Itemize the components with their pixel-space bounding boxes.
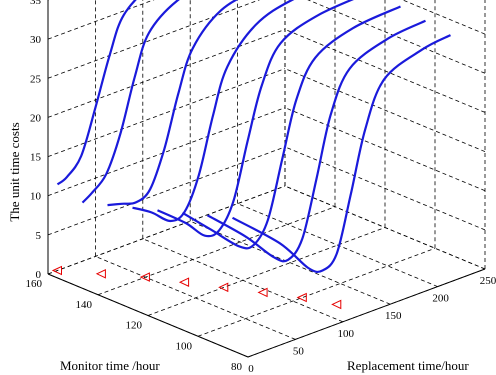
data-marker [139,272,150,282]
series-curve [157,0,354,238]
z-tick-label: 25 [30,73,42,85]
grid-layer [47,0,486,358]
data-marker [257,287,268,298]
series-layer [56,0,451,274]
data-marker [51,265,62,276]
data-marker [178,277,190,287]
side-wall-grid-line [401,0,486,35]
marker-layer [51,265,342,310]
tick-layer: 0501001502002508010012014016005101520253… [26,0,496,375]
back-wall-grid-line [47,0,155,40]
series-curve [81,0,180,204]
z-tick-label: 15 [30,152,42,164]
y-tick-label: 80 [231,361,243,373]
back-wall-grid-line [47,29,286,118]
side-wall-grid-line [284,107,486,192]
x-axis-label: Replacement time/hour [347,358,469,373]
data-marker [218,282,229,293]
x-axis-line [247,268,486,358]
y-axis-label: Monitor time /hour [60,358,160,373]
data-marker [296,292,307,303]
x-tick-label: 100 [338,328,355,340]
floor-grid-line [190,220,391,305]
back-wall-grid-line [47,146,286,236]
series-curve [56,0,137,186]
x-tick-label: 50 [293,345,305,357]
y-tick-label: 120 [126,320,143,332]
series-curve [132,0,295,223]
floor-grid-line [97,206,336,296]
x-tick-label: 0 [248,363,254,375]
series-curve [206,19,426,263]
x-tick-label: 200 [432,293,449,305]
floor-grid-line [197,247,436,337]
series-curve [231,34,451,274]
y-tick-label: 160 [26,278,43,290]
z-tick-label: 30 [30,34,42,46]
z-tick-label: 10 [30,191,42,203]
side-wall-grid-line [284,146,486,231]
z-tick-label: 0 [36,269,42,281]
back-wall-grid-line [47,68,286,157]
back-wall-grid-line [47,0,261,79]
floor-grid-line [237,203,438,287]
y-tick-label: 140 [76,299,93,311]
y-tick-label: 100 [176,340,193,352]
series-curve [181,5,401,250]
x-tick-label: 150 [385,310,402,322]
back-wall-grid-line [47,107,286,197]
series-curve [107,0,239,207]
x-tick-label: 250 [480,275,496,287]
y-axis-line [47,273,249,358]
z-tick-label: 35 [30,0,42,7]
side-wall-grid-line [284,68,486,152]
data-marker [95,269,106,279]
floor-grid-line [147,227,386,316]
side-wall-grid-line [307,0,486,74]
side-wall-grid-line [284,29,486,113]
back-wall-grid-line [47,185,286,275]
data-marker [331,299,342,310]
z-tick-label: 5 [36,230,42,242]
side-wall-grid-line [284,185,486,270]
z-axis-label: The unit time costs [7,122,22,221]
z-tick-label: 20 [30,112,42,124]
